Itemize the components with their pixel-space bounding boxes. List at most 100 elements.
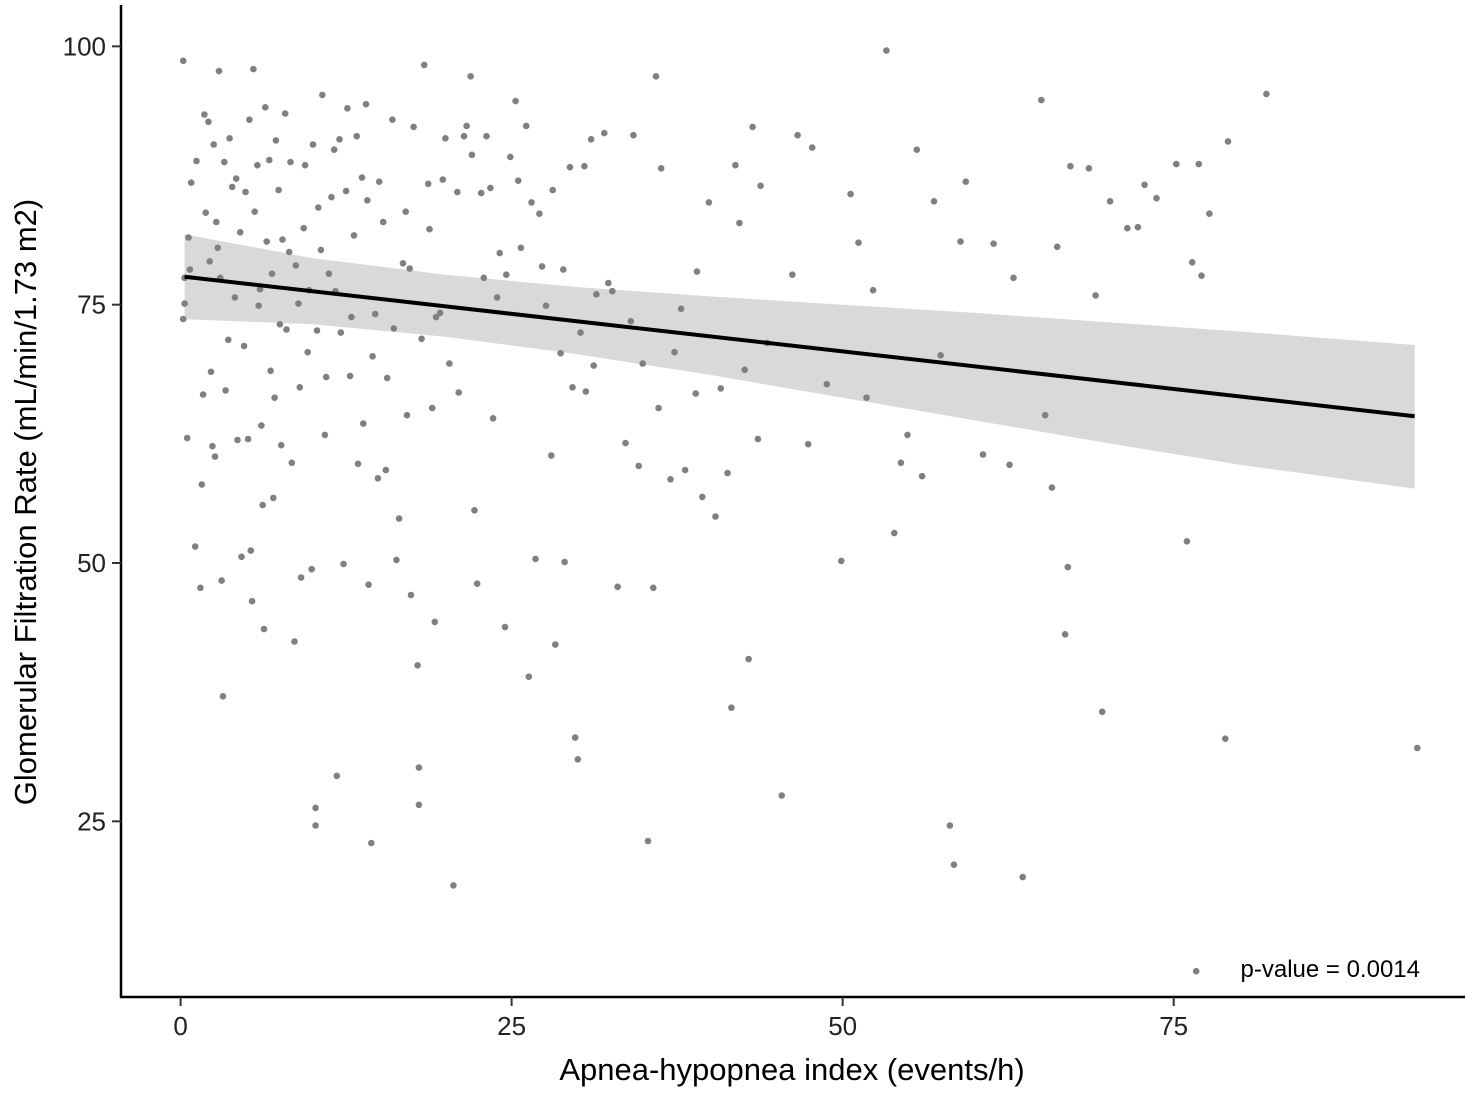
data-point [855, 239, 862, 246]
data-point [1263, 90, 1270, 98]
data-point [962, 178, 970, 185]
data-point [250, 65, 257, 73]
data-point [1153, 194, 1160, 202]
data-point [330, 146, 338, 153]
data-point [1092, 292, 1099, 299]
data-point [248, 597, 256, 605]
data-point [1198, 272, 1205, 280]
data-point [442, 135, 449, 142]
data-point [266, 156, 273, 164]
data-point [410, 123, 417, 131]
data-point [838, 557, 845, 565]
fit-line-layer [184, 274, 1415, 419]
data-point [317, 246, 325, 254]
x-axis-title: Apnea-hypopnea index (events/h) [559, 1052, 1024, 1087]
data-point [891, 529, 898, 537]
data-point [365, 581, 372, 588]
x-tick-label: 25 [497, 1011, 526, 1041]
data-point [287, 158, 294, 166]
data-point [210, 141, 217, 148]
data-point [1106, 198, 1114, 205]
data-point [1053, 243, 1061, 251]
data-point [1183, 538, 1191, 545]
data-point [369, 353, 376, 360]
data-point [808, 144, 816, 151]
data-point [325, 270, 333, 278]
data-point [1098, 708, 1106, 716]
data-point [247, 547, 255, 554]
data-point [450, 882, 457, 889]
data-point [712, 513, 719, 520]
data-point [1173, 160, 1180, 168]
data-point [374, 475, 382, 482]
data-point [382, 466, 390, 474]
data-point [566, 163, 574, 171]
data-point [319, 91, 326, 99]
data-point [789, 271, 796, 279]
data-point [271, 394, 278, 402]
data-point [749, 123, 756, 131]
data-point [263, 238, 271, 245]
data-point [593, 291, 600, 298]
data-point [186, 266, 194, 273]
data-point [256, 285, 264, 293]
data-point [424, 180, 432, 188]
data-point [847, 190, 854, 198]
data-point [918, 472, 926, 480]
data-point [794, 131, 801, 139]
scatter-points-layer [179, 47, 1421, 975]
data-point [205, 118, 212, 126]
data-point [1134, 223, 1142, 231]
data-point [199, 391, 207, 398]
data-point [732, 161, 739, 169]
data-point [187, 179, 195, 186]
data-point [468, 151, 476, 159]
data-point [650, 584, 657, 592]
data-point [309, 141, 317, 148]
data-point [587, 136, 595, 143]
data-point [1141, 181, 1148, 189]
data-point [601, 129, 608, 137]
data-point [259, 501, 267, 509]
confidence-band-layer [184, 234, 1415, 489]
data-point [321, 431, 329, 439]
data-point [179, 57, 187, 65]
data-point [221, 158, 228, 166]
data-point [473, 580, 481, 587]
data-point [528, 199, 535, 206]
data-point [483, 132, 490, 140]
data-point [897, 459, 905, 467]
data-point [228, 183, 236, 191]
data-point [285, 248, 293, 256]
data-point [371, 310, 379, 318]
data-point [368, 839, 375, 847]
data-point [211, 453, 219, 460]
data-point [536, 210, 543, 217]
data-point [225, 336, 232, 344]
data-point [375, 178, 383, 185]
data-point [350, 232, 358, 239]
data-point [582, 388, 590, 395]
data-point [281, 110, 289, 117]
data-point [420, 61, 428, 69]
data-point [244, 435, 252, 443]
data-point [571, 734, 579, 741]
data-point [569, 384, 576, 391]
data-point [1414, 744, 1421, 752]
data-point [262, 104, 269, 111]
data-point [267, 367, 274, 375]
data-point [346, 372, 354, 380]
data-point [1124, 224, 1131, 232]
data-point [467, 73, 474, 80]
data-point [226, 135, 233, 142]
data-point [312, 804, 319, 812]
data-point [272, 137, 280, 144]
data-point [501, 623, 509, 631]
data-point [477, 189, 485, 197]
data-point [692, 390, 699, 397]
data-point [270, 494, 277, 502]
data-point [778, 792, 785, 799]
data-point [234, 436, 241, 444]
data-point [277, 441, 285, 449]
data-point [507, 153, 514, 161]
